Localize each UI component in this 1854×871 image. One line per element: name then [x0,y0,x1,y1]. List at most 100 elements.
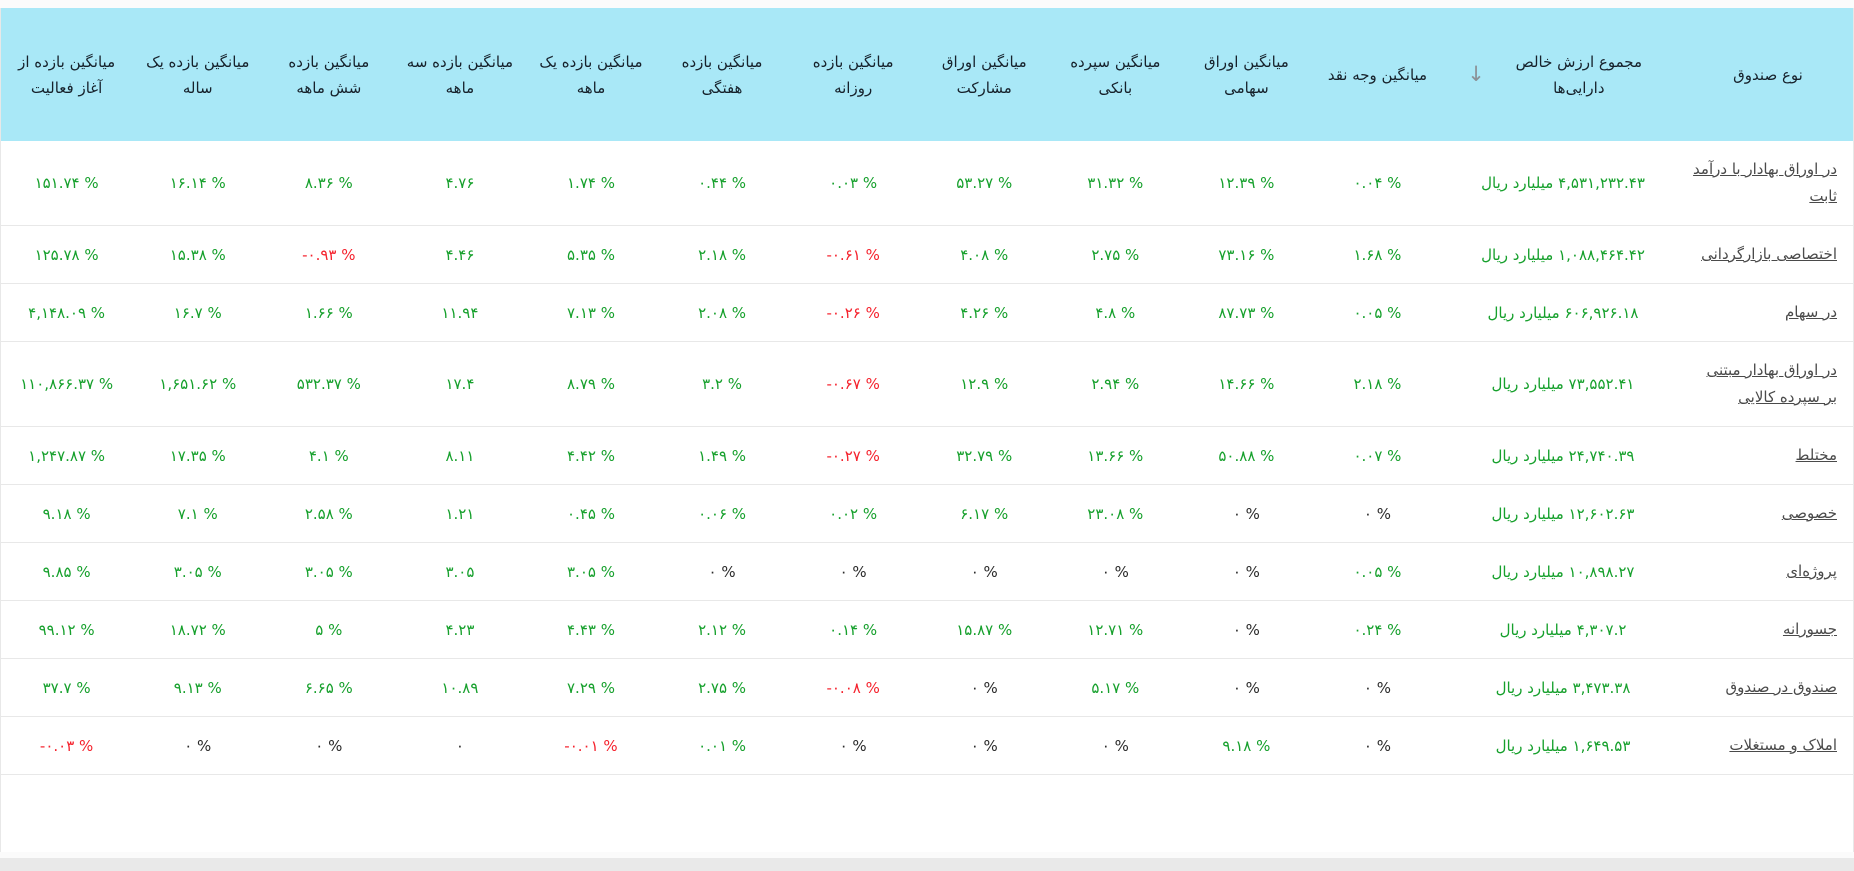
cell-daily: ۰.۱۴ % [788,601,919,659]
percent-value: ۰ % [839,562,867,581]
sort-descending-icon[interactable]: ↓ [1467,62,1485,86]
fund-type-link[interactable]: در سهام [1784,303,1837,321]
fund-type-link[interactable]: اختصاصی بازارگردانی [1701,245,1837,263]
cell-m1: ۴.۴۳ % [525,601,656,659]
cell-m1: ۸.۷۹ % [525,342,656,427]
funds-table-card: نوع صندوق مجموع ارزش خالص دارایی‌ها ↓ می… [0,8,1854,852]
col-header-avg-cash[interactable]: میانگین وجه نقد [1311,8,1443,141]
fund-type-link[interactable]: در اوراق بهادار مبتنی بر سپرده کالایی [1706,361,1837,406]
percent-value: ۱۱۰,۸۶۶.۳۷ % [20,375,114,393]
percent-value: ۳.۰۵ [445,562,475,581]
nav-value: ۱۲,۶۰۲.۶۳ میلیارد ریال [1491,504,1635,523]
cell-m6: ۵۳۲.۳۷ % [263,342,394,427]
col-header-avg-weekly-return[interactable]: میانگین بازده هفتگی [656,8,788,141]
cell-m6: ۸.۳۶ % [263,141,394,226]
cell-bank: ۲۳.۰۸ % [1050,485,1181,543]
col-header-nav[interactable]: مجموع ارزش خالص دارایی‌ها ↓ [1443,8,1683,141]
percent-value: ۱۵.۸۷ % [956,620,1013,639]
percent-value: ۰.۱۴ % [829,620,878,639]
percent-value: ۰ % [1232,678,1260,697]
fund-type-link[interactable]: پروژه‌ای [1786,562,1837,580]
cell-weekly: ۲.۷۵ % [657,659,788,717]
cell-weekly: ۰ % [657,543,788,601]
cell-equity: ۰ % [1181,659,1312,717]
percent-value: ۰.۴۴ % [698,174,747,192]
cell-cash: ۰.۰۵ % [1312,284,1443,342]
cell-weekly: ۰.۰۱ % [657,717,788,775]
col-header-avg-daily-return[interactable]: میانگین بازده روزانه [787,8,919,141]
cell-weekly: ۱.۴۹ % [657,427,788,485]
cell-m3: ۴.۴۶ [394,226,525,284]
fund-type-link[interactable]: در اوراق بهادار با درآمد ثابت [1693,160,1837,205]
cell-participation: ۰ % [919,543,1050,601]
percent-value: ۲.۷۵ % [1091,245,1140,264]
col-header-avg-equity[interactable]: میانگین اوراق سهامی [1180,8,1312,141]
cell-m6: ۴.۱ % [263,427,394,485]
percent-value: ۵.۱۷ % [1091,678,1140,697]
percent-value: ۰ % [1363,504,1391,523]
percent-value: ۱۲.۷۱ % [1087,620,1144,639]
col-header-avg-1month-return[interactable]: میانگین بازده یک ماهه [525,8,657,141]
cell-bank: ۵.۱۷ % [1050,659,1181,717]
funds-table: نوع صندوق مجموع ارزش خالص دارایی‌ها ↓ می… [1,8,1853,775]
cell-m3: ۱.۲۱ [394,485,525,543]
percent-value: ۲.۹۴ % [1091,375,1140,393]
percent-value: ۷.۱۳ % [567,303,615,322]
col-header-avg-inception-return[interactable]: میانگین بازده از آغاز فعالیت [1,8,133,141]
percent-value: ۰ % [1101,736,1129,755]
cell-m6: ۲.۵۸ % [263,485,394,543]
col-header-avg-1year-return[interactable]: میانگین بازده یک ساله [132,8,264,141]
percent-value: ۰ % [839,736,867,755]
percent-value: -۰.۰۸ % [826,678,880,697]
percent-value: ۳۲.۷۹ % [956,446,1013,465]
col-header-fund-type[interactable]: نوع صندوق [1683,8,1853,141]
nav-value: ۱,۰۸۸,۴۶۴.۴۲ میلیارد ریال [1481,245,1645,264]
percent-value: ۱.۷۴ % [567,174,615,192]
percent-value: ۷.۱ % [177,504,218,523]
fund-type-link[interactable]: خصوصی [1781,504,1837,522]
cell-y1: ۱,۶۵۱.۶۲ % [132,342,263,427]
fund-type-link[interactable]: جسورانه [1782,620,1837,638]
cell-y1: ۱۷.۳۵ % [132,427,263,485]
percent-value: ۰ % [1232,562,1260,581]
fund-type-link[interactable]: املاک و مستغلات [1729,736,1837,754]
cell-inception: ۱۵۱.۷۴ % [1,141,132,226]
cell-bank: ۰ % [1050,717,1181,775]
col-header-avg-3month-return[interactable]: میانگین بازده سه ماهه [394,8,526,141]
table-row: صندوق در صندوق ۳,۴۷۳.۳۸ میلیارد ریال ۰ % ۰ … [1,659,1853,717]
cell-m6: ۱.۶۶ % [263,284,394,342]
cell-weekly: ۲.۱۲ % [657,601,788,659]
col-header-avg-bank-deposit[interactable]: میانگین سپرده بانکی [1049,8,1181,141]
cell-participation: ۳۲.۷۹ % [919,427,1050,485]
cell-bank: ۳۱.۳۲ % [1050,141,1181,226]
percent-value: ۱۷.۳۵ % [169,446,226,465]
cell-bank: ۲.۹۴ % [1050,342,1181,427]
cell-equity: ۱۴.۶۶ % [1181,342,1312,427]
cell-y1: ۱۶.۷ % [132,284,263,342]
cell-nav: ۷۳,۵۵۲.۴۱ میلیارد ریال [1443,342,1683,427]
cell-cash: ۰ % [1312,659,1443,717]
col-header-avg-6month-return[interactable]: میانگین بازده شش ماهه [263,8,395,141]
cell-weekly: ۲.۰۸ % [657,284,788,342]
col-header-avg-participation-bonds[interactable]: میانگین اوراق مشارکت [918,8,1050,141]
table-row: در اوراق بهادار مبتنی بر سپرده کالایی ۷۳,… [1,342,1853,427]
table-row: املاک و مستغلات ۱,۶۴۹.۵۳ میلیارد ریال ۰ % ۹… [1,717,1853,775]
cell-equity: ۹.۱۸ % [1181,717,1312,775]
percent-value: ۰.۰۳ % [829,174,878,192]
fund-type-link[interactable]: صندوق در صندوق [1725,678,1838,696]
cell-nav: ۱,۰۸۸,۴۶۴.۴۲ میلیارد ریال [1443,226,1683,284]
percent-value: ۴.۸ % [1095,303,1136,322]
cell-cash: ۰.۰۴ % [1312,141,1443,226]
col-header-nav-label: مجموع ارزش خالص دارایی‌ها [1515,52,1642,97]
percent-value: ۰.۲۴ % [1353,620,1402,639]
percent-value: ۰.۰۱ % [698,736,747,755]
percent-value: ۶.۱۷ % [960,504,1009,523]
cell-daily: ۰ % [788,543,919,601]
percent-value: ۱۲.۹ % [960,375,1009,393]
cell-participation: ۰ % [919,659,1050,717]
fund-type-link[interactable]: مختلط [1795,446,1837,464]
percent-value: ۴.۴۲ % [567,446,615,465]
percent-value: ۴.۴۳ % [567,620,615,639]
percent-value: ۲.۱۸ % [1353,375,1402,393]
cell-y1: ۷.۱ % [132,485,263,543]
